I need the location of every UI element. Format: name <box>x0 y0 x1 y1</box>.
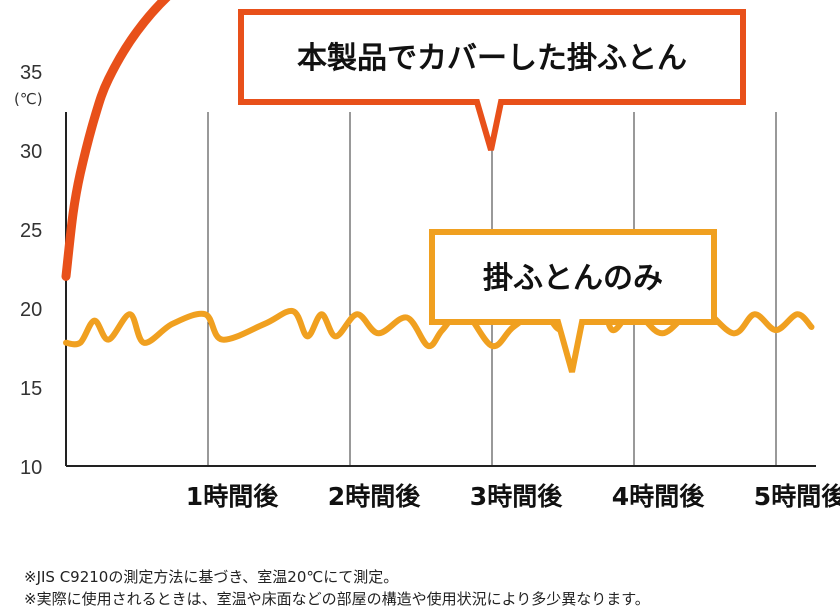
callout-label-2: 掛ふとんのみ <box>483 261 663 296</box>
y-tick-label-35: 35 <box>20 62 42 84</box>
x-tick-label-2: 2時間後 <box>328 482 421 511</box>
y-tick-label-25: 25 <box>20 220 42 242</box>
y-tick-label-10: 10 <box>20 457 42 479</box>
series-line-1 <box>61 0 171 281</box>
x-tick-label-1: 1時間後 <box>186 482 279 511</box>
y-axis-unit: (℃) <box>14 90 43 108</box>
callout-box-2 <box>429 229 717 373</box>
callout-label-1: 本製品でカバーした掛ふとん <box>297 41 687 76</box>
callout-2: 掛ふとんのみ <box>429 229 717 373</box>
footnotes: ※JIS C9210の測定方法に基づき、室温20℃にて測定。 ※実際に使用される… <box>24 566 650 610</box>
footnote-jis: ※JIS C9210の測定方法に基づき、室温20℃にて測定。 <box>24 568 399 586</box>
footnote-disclaimer: ※実際に使用されるときは、室温や床面などの部屋の構造や使用状況により多少異なりま… <box>24 590 650 608</box>
y-tick-label-20: 20 <box>20 299 42 321</box>
temperature-chart: 504540353025201510(℃)1時間後2時間後3時間後4時間後5時間… <box>14 0 840 511</box>
callout-1: 本製品でカバーした掛ふとん <box>238 9 746 151</box>
y-tick-label-40: 40 <box>20 0 42 5</box>
x-tick-label-4: 4時間後 <box>612 482 705 511</box>
y-tick-label-15: 15 <box>20 378 42 400</box>
x-tick-label-5: 5時間後 <box>754 482 840 511</box>
y-tick-label-30: 30 <box>20 141 42 163</box>
x-tick-label-3: 3時間後 <box>470 482 563 511</box>
callout-box-1 <box>238 9 746 151</box>
